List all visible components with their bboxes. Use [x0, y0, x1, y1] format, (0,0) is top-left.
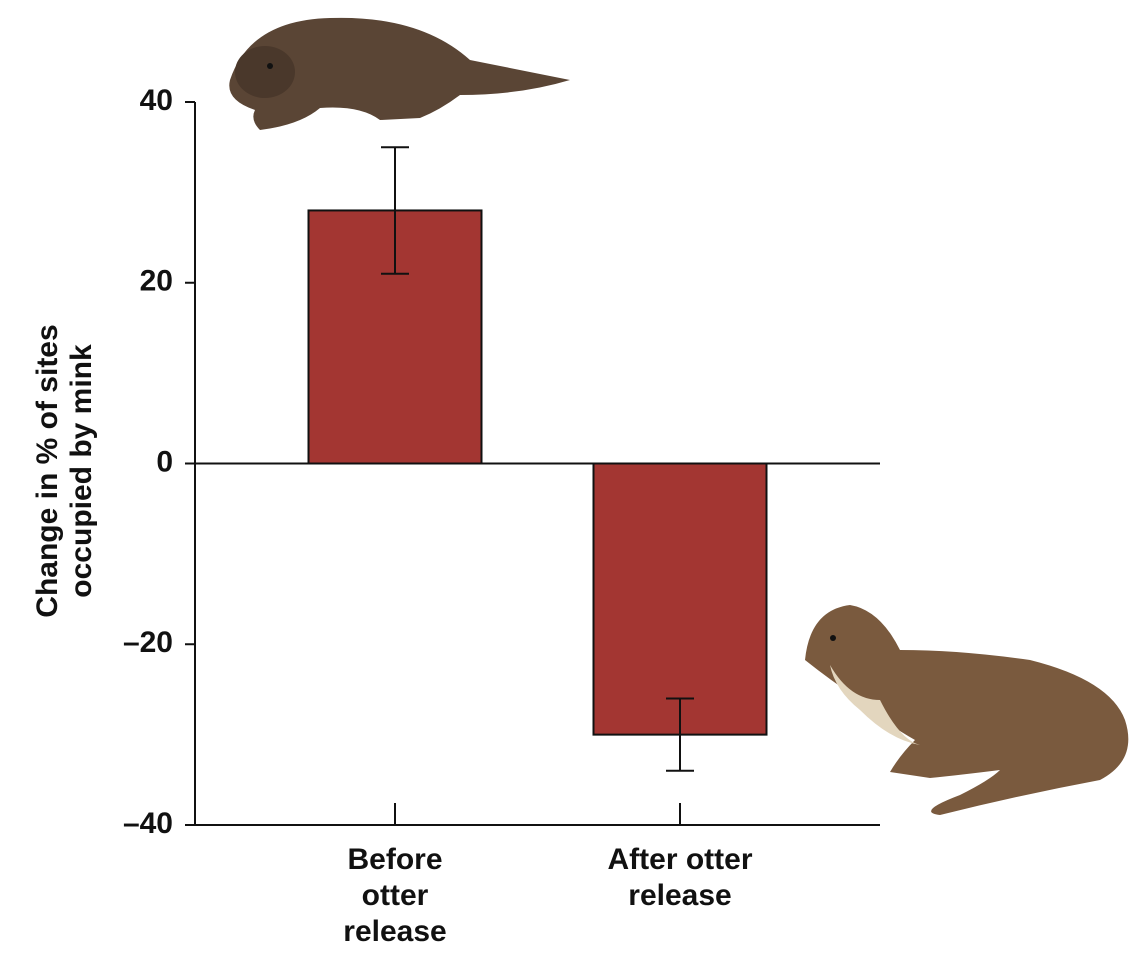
bar [592, 462, 768, 736]
y-tick-label: 20 [140, 265, 173, 298]
mink-illustration [229, 17, 570, 130]
x-tick-label: Before otter release [343, 843, 447, 948]
y-axis-label: Change in % of sites occupied by mink [31, 324, 98, 618]
y-tick-label: 40 [140, 84, 173, 117]
y-tick-label: 0 [156, 445, 173, 478]
x-tick-label: After otter release [607, 843, 753, 912]
otter-illustration [805, 605, 1129, 815]
y-tick-label: –20 [123, 626, 173, 659]
y-tick-label: –40 [123, 807, 173, 840]
